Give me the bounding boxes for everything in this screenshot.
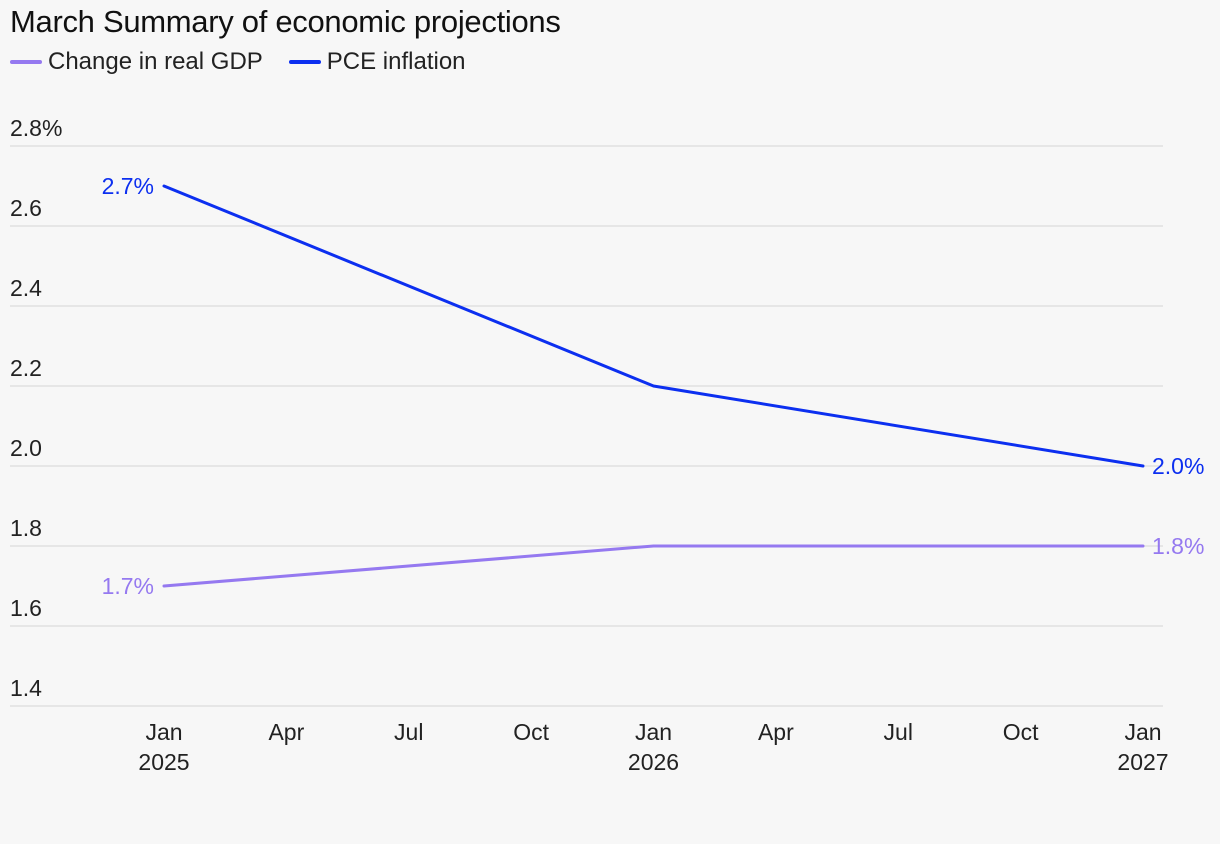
y-tick-label: 1.8 bbox=[10, 515, 42, 541]
y-tick-label: 2.6 bbox=[10, 195, 42, 221]
x-tick-label: Jul bbox=[394, 719, 423, 745]
legend: Change in real GDP PCE inflation bbox=[10, 48, 492, 76]
legend-label-gdp: Change in real GDP bbox=[48, 48, 263, 75]
legend-swatch-gdp bbox=[10, 60, 42, 64]
y-tick-label: 2.0 bbox=[10, 435, 42, 461]
x-tick-label: Apr bbox=[268, 719, 304, 745]
x-tick-label: Apr bbox=[758, 719, 794, 745]
x-tick-label: Jan bbox=[1124, 719, 1161, 745]
series-line-gdp bbox=[162, 544, 1145, 588]
y-tick-label: 2.4 bbox=[10, 275, 42, 301]
y-tick-label: 2.8% bbox=[10, 115, 62, 141]
legend-label-pce: PCE inflation bbox=[326, 48, 466, 75]
data-label-end: 1.8% bbox=[1152, 533, 1204, 559]
y-tick-label: 2.2 bbox=[10, 355, 42, 381]
x-tick-label: Jul bbox=[884, 719, 913, 745]
legend-item-gdp: Change in real GDP bbox=[10, 48, 263, 76]
x-tick-sublabel: 2026 bbox=[628, 749, 679, 775]
data-label-end: 2.0% bbox=[1152, 453, 1204, 479]
y-tick-label: 1.6 bbox=[10, 595, 42, 621]
chart-title: March Summary of economic projections bbox=[10, 4, 561, 39]
series-line-pce bbox=[162, 184, 1145, 468]
data-label-start: 1.7% bbox=[102, 573, 154, 599]
x-tick-sublabel: 2027 bbox=[1117, 749, 1168, 775]
legend-swatch-pce bbox=[288, 60, 321, 64]
x-tick-label: Jan bbox=[635, 719, 672, 745]
legend-item-pce: PCE inflation bbox=[288, 48, 466, 76]
data-label-start: 2.7% bbox=[102, 173, 154, 199]
x-tick-sublabel: 2025 bbox=[138, 749, 189, 775]
x-tick-label: Jan bbox=[145, 719, 182, 745]
y-tick-label: 1.4 bbox=[10, 675, 42, 701]
x-tick-label: Oct bbox=[1003, 719, 1039, 745]
x-tick-label: Oct bbox=[513, 719, 549, 745]
